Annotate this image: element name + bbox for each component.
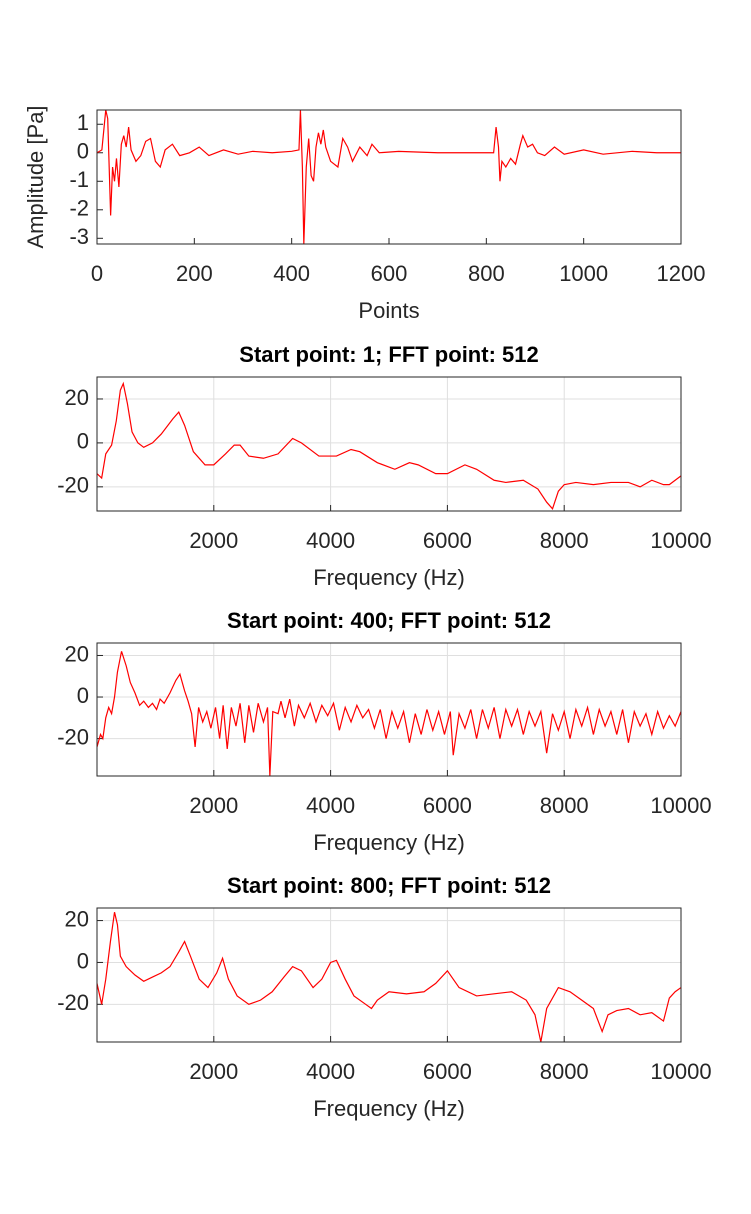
- y-tick-label: 20: [65, 385, 89, 410]
- x-tick-label: 2000: [189, 793, 238, 818]
- x-tick-label: 4000: [306, 1059, 355, 1084]
- x-tick-label: 2000: [189, 1059, 238, 1084]
- x-tick-label: 10000: [650, 1059, 711, 1084]
- plot-area: [97, 377, 681, 511]
- axes-box: [96, 907, 682, 1043]
- x-tick-label: 4000: [306, 528, 355, 553]
- x-tick-label: 8000: [540, 1059, 589, 1084]
- y-axis-label: Amplitude [Pa]: [23, 105, 48, 248]
- chart-title: Start point: 400; FFT point: 512: [227, 608, 551, 633]
- y-tick-label: 0: [77, 683, 89, 708]
- axes-box: [96, 109, 682, 245]
- x-tick-label: 200: [176, 261, 213, 286]
- y-tick-label: -20: [57, 990, 89, 1015]
- x-tick-label: 8000: [540, 528, 589, 553]
- plot-area: [97, 908, 681, 1042]
- plot-area: [97, 643, 681, 776]
- y-tick-label: 0: [77, 429, 89, 454]
- subplot: 2000 4000 6000 8000 10000 -20 0 20 Start point: …: [57, 873, 711, 1121]
- y-tick-label: -20: [57, 473, 89, 498]
- y-tick-label: 0: [77, 948, 89, 973]
- data-line: [97, 651, 681, 776]
- y-tick-label: -1: [69, 167, 89, 192]
- data-line: [97, 381, 681, 510]
- axes-box: [96, 376, 682, 512]
- chart-title: Start point: 1; FFT point: 512: [239, 342, 538, 367]
- x-tick-label: 10000: [650, 528, 711, 553]
- x-tick-label: 0: [91, 261, 103, 286]
- data-line: [97, 110, 681, 244]
- x-tick-label: 600: [371, 261, 408, 286]
- data-line: [97, 912, 681, 1042]
- y-tick-label: -20: [57, 724, 89, 749]
- subplot: 0 200 400 600 800 1000 1200 -3 -2 -1 0 1 Points Ampli…: [23, 105, 706, 322]
- x-axis-label: Frequency (Hz): [313, 830, 465, 855]
- x-tick-label: 2000: [189, 528, 238, 553]
- x-tick-label: 8000: [540, 793, 589, 818]
- x-tick-label: 800: [468, 261, 505, 286]
- x-axis-label: Frequency (Hz): [313, 1096, 465, 1121]
- plot-area: [97, 110, 681, 244]
- x-tick-label: 400: [273, 261, 310, 286]
- x-tick-label: 1200: [657, 261, 706, 286]
- y-tick-label: -3: [69, 224, 89, 249]
- x-tick-label: 4000: [306, 793, 355, 818]
- x-tick-label: 6000: [423, 1059, 472, 1084]
- x-tick-label: 10000: [650, 793, 711, 818]
- y-tick-label: 1: [77, 110, 89, 135]
- chart-title: Start point: 800; FFT point: 512: [227, 873, 551, 898]
- y-tick-label: 20: [65, 641, 89, 666]
- subplot: 2000 4000 6000 8000 10000 -20 0 20 Start point: …: [57, 342, 711, 590]
- y-tick-label: 0: [77, 139, 89, 164]
- y-tick-label: -2: [69, 196, 89, 221]
- subplot: 2000 4000 6000 8000 10000 -20 0 20 Start point: …: [57, 608, 711, 855]
- y-tick-label: 20: [65, 906, 89, 931]
- x-tick-label: 6000: [423, 528, 472, 553]
- x-tick-label: 6000: [423, 793, 472, 818]
- x-tick-label: 1000: [559, 261, 608, 286]
- x-axis-label: Frequency (Hz): [313, 565, 465, 590]
- axes-box: [96, 642, 682, 777]
- x-axis-label: Points: [358, 298, 419, 323]
